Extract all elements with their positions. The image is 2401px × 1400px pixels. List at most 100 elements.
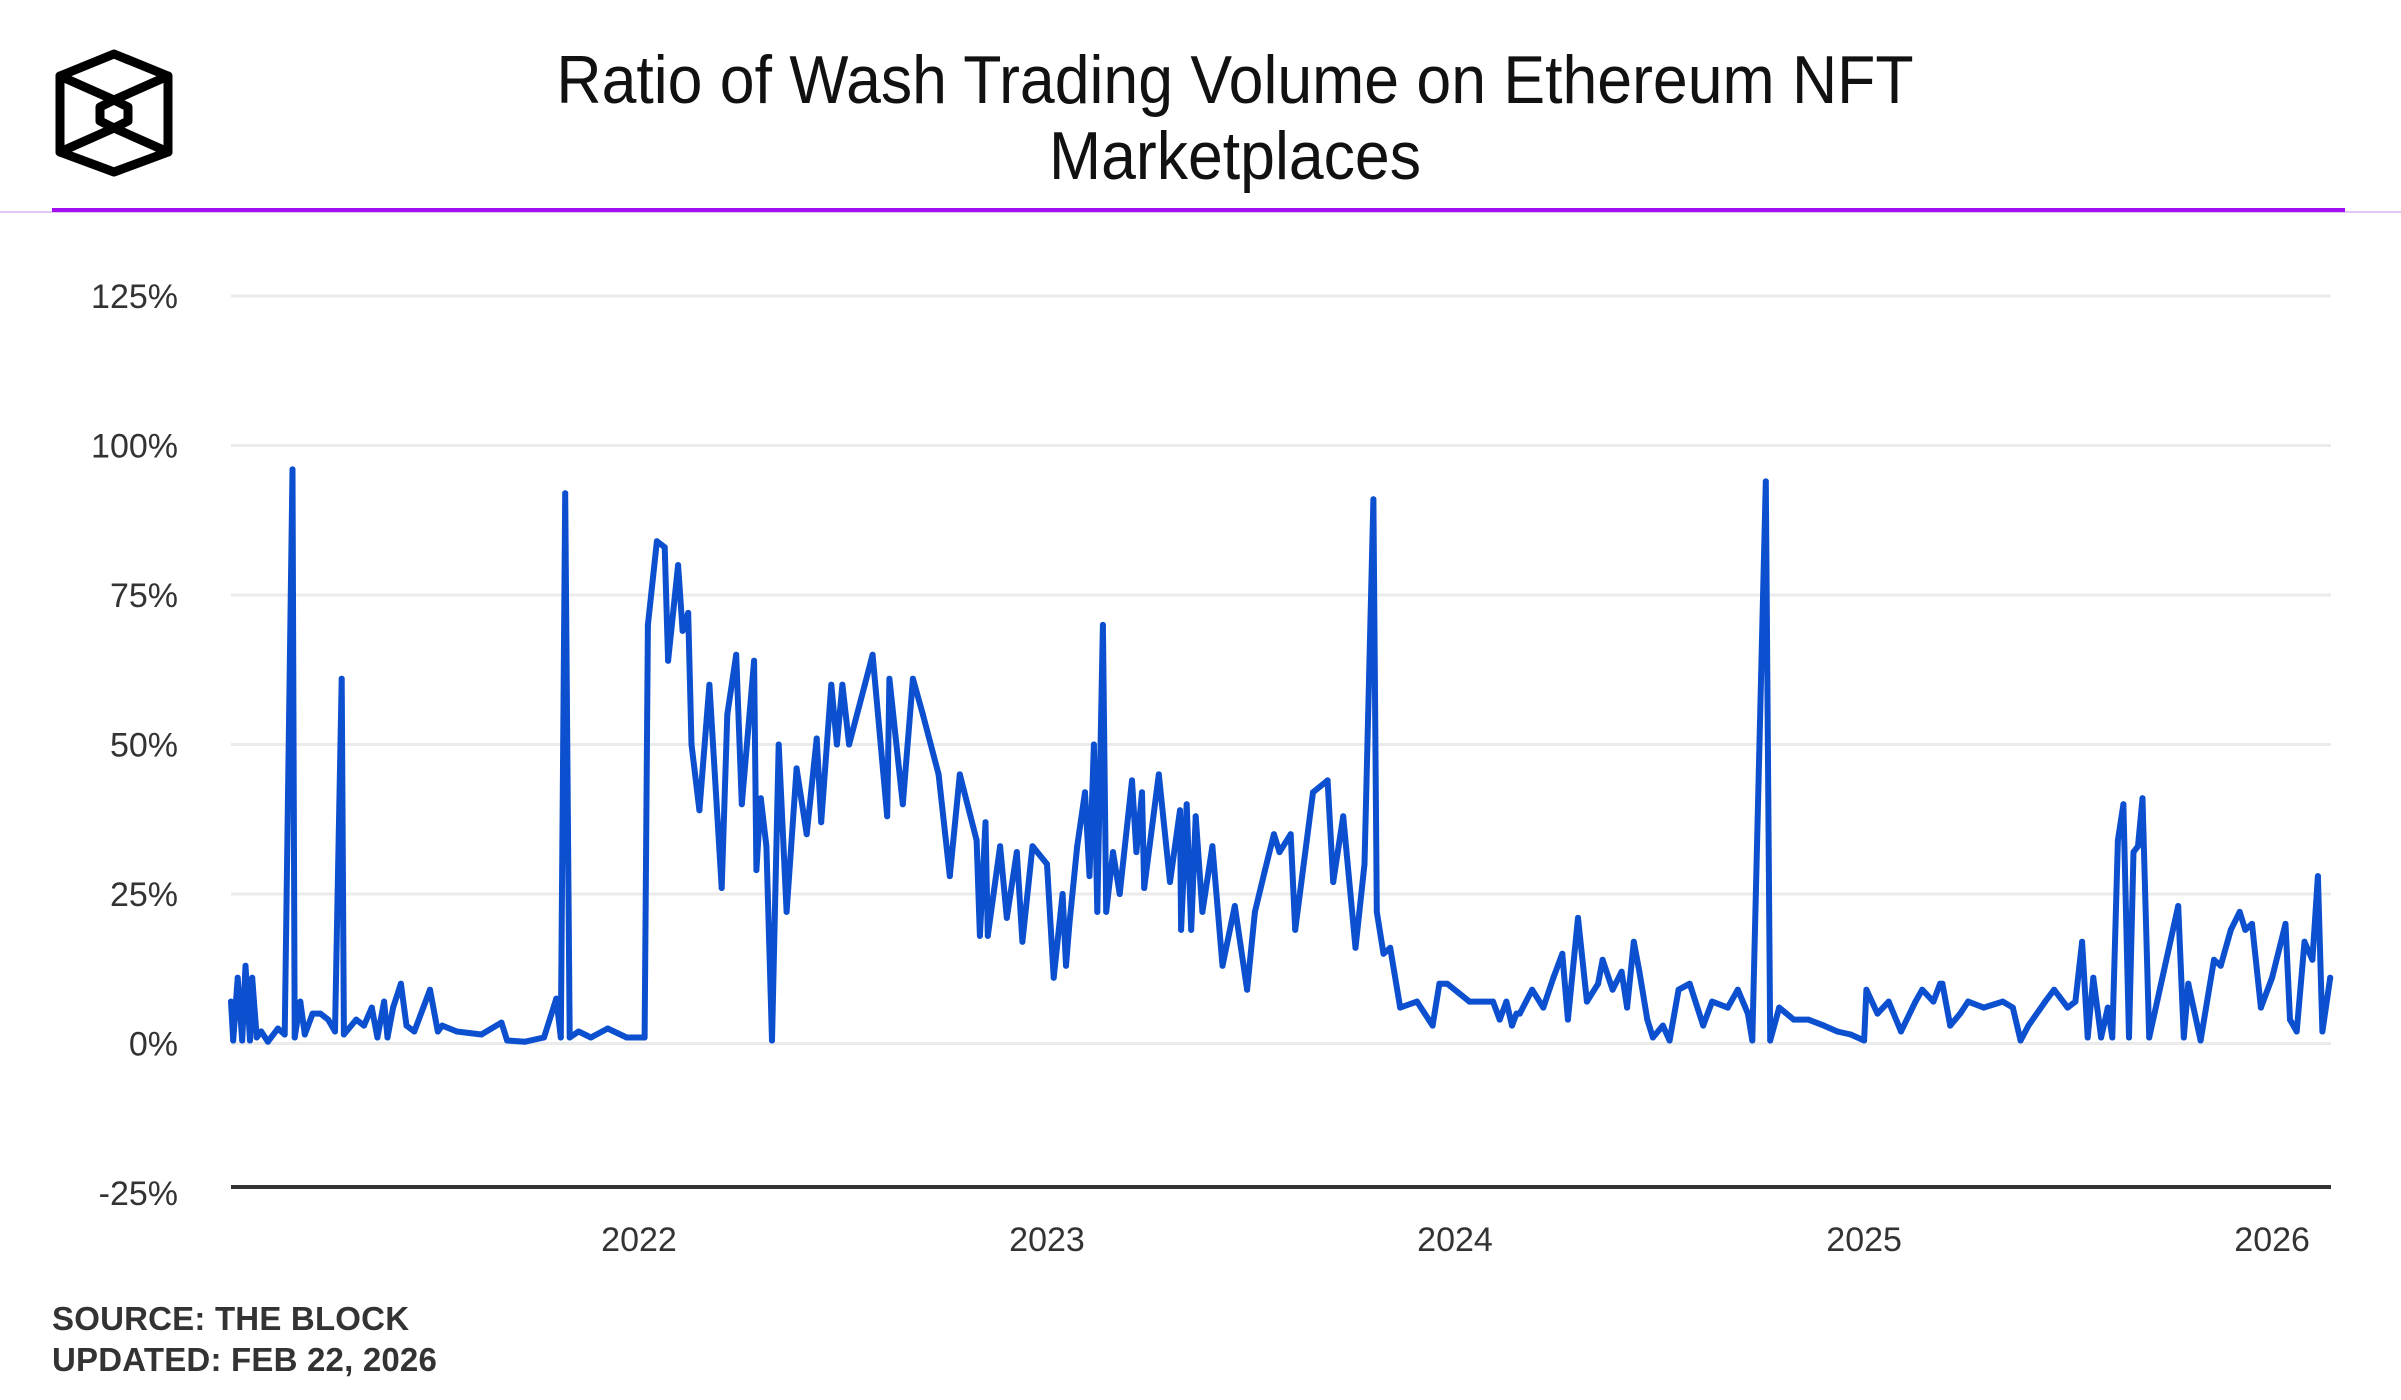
- data-point: [1262, 867, 1268, 874]
- data-point: [1429, 1022, 1436, 1029]
- data-point: [325, 1016, 332, 1023]
- data-point: [420, 1004, 427, 1011]
- data-point: [332, 1028, 338, 1035]
- data-point: [1709, 998, 1716, 1005]
- data-point: [557, 1034, 564, 1041]
- data-point: [1373, 908, 1380, 915]
- data-point: [846, 741, 853, 748]
- data-point: [253, 1034, 260, 1041]
- data-point: [1919, 986, 1926, 993]
- the-block-logo-icon: [55, 49, 173, 177]
- data-point: [2104, 1004, 2111, 1011]
- data-point: [1583, 998, 1590, 1005]
- data-point: [696, 807, 703, 814]
- y-tick-label: 100%: [91, 428, 178, 466]
- data-point: [2042, 998, 2049, 1005]
- data-point: [301, 1031, 308, 1038]
- data-point: [1575, 914, 1581, 921]
- y-tick-label: 125%: [91, 278, 178, 316]
- data-point: [1167, 879, 1173, 885]
- updated-label: UPDATED: FEB 22, 2026: [52, 1341, 438, 1378]
- data-point: [1550, 974, 1557, 981]
- data-point: [2249, 920, 2255, 927]
- data-point: [1370, 496, 1377, 503]
- data-point: [2211, 956, 2217, 963]
- data-point: [1330, 879, 1337, 885]
- data-point: [2146, 1034, 2153, 1041]
- data-point: [1066, 920, 1073, 927]
- data-point: [2242, 926, 2249, 933]
- data-point: [946, 873, 953, 880]
- data-point: [2293, 1028, 2300, 1035]
- data-point: [427, 986, 433, 993]
- data-point: [828, 681, 835, 688]
- data-point: [309, 1010, 316, 1017]
- data-point: [1999, 998, 2006, 1005]
- data-point: [775, 741, 782, 748]
- data-point: [1003, 914, 1010, 921]
- data-points: [228, 466, 2334, 1045]
- data-point: [1965, 998, 1972, 1005]
- data-point: [338, 675, 345, 682]
- data-point: [1947, 1022, 1954, 1029]
- data-point: [1090, 741, 1097, 748]
- x-axis-ticks: 2022 2023 2024 2025 2026: [601, 1221, 2310, 1259]
- data-point: [2301, 938, 2308, 945]
- data-point: [818, 819, 825, 826]
- data-point: [2197, 1037, 2204, 1044]
- data-point: [733, 651, 740, 658]
- data-point: [2084, 1034, 2091, 1041]
- data-point: [1094, 908, 1101, 915]
- data-point: [1939, 980, 1946, 987]
- data-point: [2327, 974, 2334, 981]
- data-point: [2139, 795, 2146, 802]
- data-point: [973, 837, 980, 844]
- data-point: [1287, 831, 1294, 838]
- data-point: [982, 819, 989, 826]
- data-point: [297, 998, 304, 1005]
- data-point: [1618, 968, 1625, 975]
- data-point: [249, 974, 256, 981]
- data-point: [575, 1028, 582, 1035]
- data-point: [1834, 1028, 1841, 1035]
- data-point: [984, 932, 991, 939]
- data-point: [1861, 1037, 1868, 1044]
- data-point: [976, 932, 983, 939]
- data-point: [361, 1022, 367, 1029]
- data-point: [1209, 843, 1216, 850]
- data-point: [1219, 962, 1226, 969]
- header-divider-accent: [52, 208, 2345, 212]
- data-point: [679, 627, 686, 634]
- data-point: [1595, 980, 1602, 987]
- data-point: [1139, 789, 1145, 796]
- data-point: [340, 1031, 347, 1038]
- data-point: [453, 1028, 460, 1035]
- data-point: [1847, 1031, 1854, 1038]
- data-point: [1133, 849, 1140, 856]
- x-tick-label: 2022: [601, 1221, 677, 1259]
- data-point: [228, 998, 234, 1005]
- data-point: [644, 621, 651, 628]
- data-point: [803, 831, 810, 838]
- data-point: [2236, 908, 2243, 915]
- data-point: [1509, 1022, 1515, 1029]
- data-point: [498, 1019, 505, 1026]
- data-point: [1649, 1034, 1656, 1041]
- data-point: [1496, 1016, 1503, 1023]
- data-point: [1724, 1004, 1731, 1011]
- data-point: [1980, 1004, 1987, 1011]
- data-point: [1820, 1022, 1827, 1029]
- data-point: [869, 651, 876, 658]
- data-point: [2257, 1004, 2264, 1011]
- series-group: [228, 466, 2334, 1045]
- data-point: [230, 1037, 237, 1044]
- data-point: [566, 1034, 573, 1041]
- data-point: [587, 1034, 594, 1041]
- data-point: [384, 1034, 391, 1041]
- data-point: [2098, 1034, 2105, 1041]
- data-point: [291, 1034, 298, 1041]
- data-point: [2017, 1037, 2024, 1044]
- data-point: [751, 657, 758, 664]
- data-point: [2309, 956, 2316, 963]
